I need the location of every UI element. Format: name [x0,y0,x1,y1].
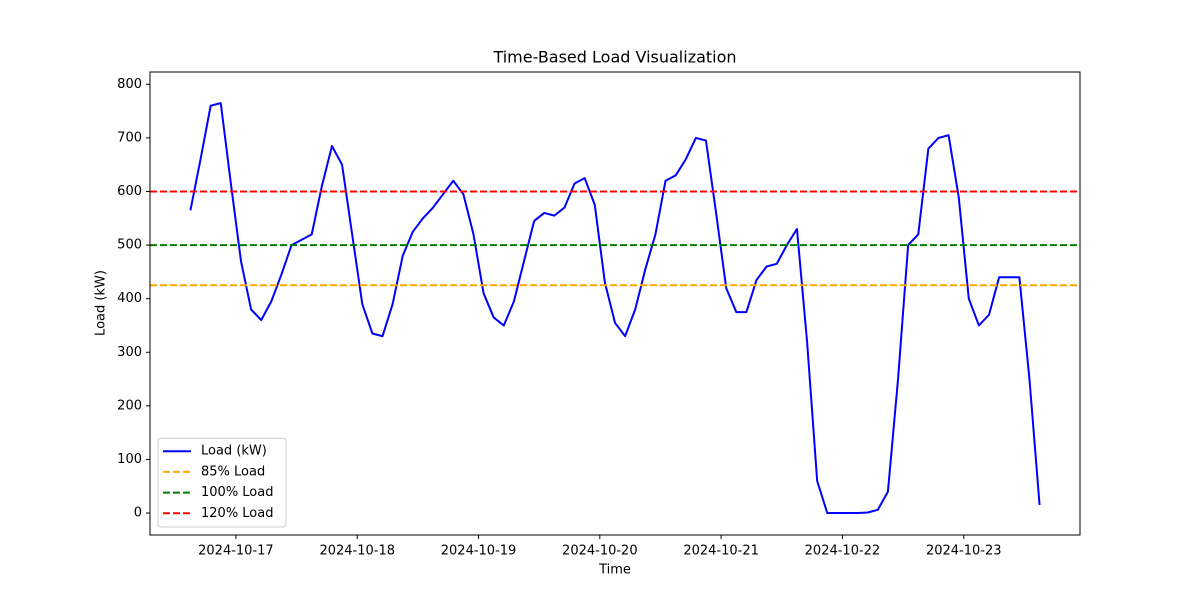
y-axis-label: Load (kW) [94,270,109,336]
legend-label: 100% Load [201,485,273,500]
x-tick-label: 2024-10-23 [926,544,1002,559]
legend-label: 120% Load [201,506,273,521]
y-tick-label: 400 [117,291,142,306]
plot-frame [149,71,1081,536]
load-line [189,102,1041,515]
x-tick-label: 2024-10-18 [319,544,395,559]
y-tick-label: 700 [117,130,142,145]
x-tick-label: 2024-10-19 [441,544,517,559]
x-tick-label: 2024-10-22 [805,544,881,559]
y-tick-label: 0 [134,506,142,521]
legend-label: 85% Load [201,464,265,479]
y-tick-label: 600 [117,184,142,199]
x-tick-label: 2024-10-20 [562,544,638,559]
y-tick-label: 200 [117,398,142,413]
x-tick-label: 2024-10-21 [683,544,759,559]
y-tick-label: 300 [117,345,142,360]
legend-label: Load (kW) [201,444,267,459]
legend-box [157,437,287,528]
y-tick-label: 800 [117,77,142,92]
legend: Load (kW) 85% Load 100% Load 120% Load [157,437,287,528]
x-axis-label: Time [598,563,631,578]
y-tick-label: 500 [117,238,142,253]
x-tick-label: 2024-10-17 [198,544,274,559]
chart-title: Time-Based Load Visualization [492,48,736,67]
y-tick-label: 100 [117,452,142,467]
